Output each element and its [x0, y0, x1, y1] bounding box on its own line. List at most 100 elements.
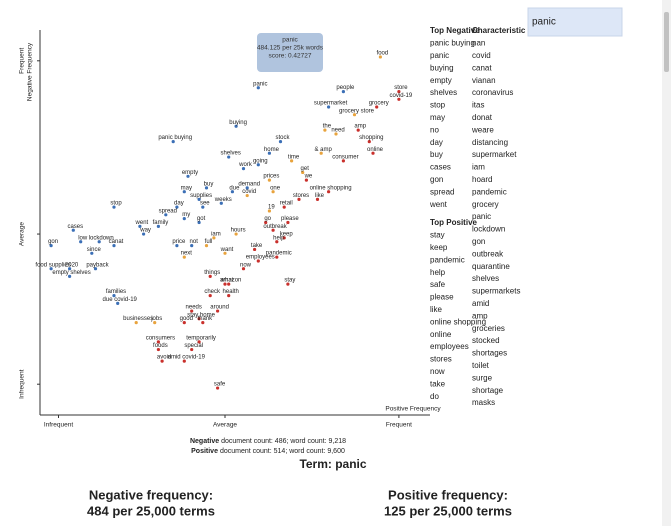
sidebar-term: safe — [430, 280, 446, 289]
point — [356, 128, 360, 132]
point-label: the — [323, 124, 332, 130]
point — [282, 205, 286, 209]
sidebar-term: itas — [472, 101, 484, 110]
point — [397, 90, 401, 94]
point — [112, 294, 116, 298]
negative-text: document count: 486; word count: 9,218 — [221, 438, 346, 445]
point — [156, 224, 160, 228]
tooltip-score: score: 0.42727 — [268, 53, 311, 60]
point — [204, 186, 209, 190]
point — [315, 197, 320, 201]
point-label: empty shelves — [52, 270, 90, 276]
point-label: outbreak — [263, 224, 287, 230]
point-label: panic — [253, 81, 267, 87]
point-label: buy — [204, 181, 214, 187]
sidebar-term: donat — [472, 113, 493, 122]
point — [156, 340, 160, 344]
point-label: consumer — [332, 154, 358, 160]
scrollbar[interactable] — [662, 0, 671, 526]
point — [241, 167, 246, 171]
sidebar-term: employees — [430, 342, 469, 351]
point-label: cases — [67, 224, 83, 230]
sidebar-term: online shopping — [430, 317, 486, 326]
point-label: need — [331, 128, 344, 134]
point — [290, 159, 294, 163]
sidebar-term: supermarkets — [472, 287, 520, 296]
point-label: check — [204, 289, 221, 295]
point-label: price — [172, 239, 186, 245]
sidebar-term: shelves — [472, 274, 499, 283]
positive-label: Positive — [191, 448, 218, 455]
point — [182, 359, 186, 363]
sidebar-term: do — [430, 392, 439, 401]
top-positive-title: Top Positive — [430, 218, 478, 227]
point-label: families — [106, 289, 126, 295]
x-tick-label: Frequent — [386, 422, 412, 429]
point — [378, 55, 382, 59]
point-label: may — [181, 185, 192, 191]
point — [286, 282, 290, 286]
sidebar-term: online — [430, 330, 452, 339]
point — [190, 244, 194, 248]
sidebar-term: quarantine — [472, 262, 510, 271]
point-label: spread — [159, 208, 177, 214]
point — [190, 309, 194, 313]
point-label: stock — [275, 135, 290, 141]
point-label: what — [220, 278, 234, 284]
sidebar-term: stores — [430, 355, 452, 364]
point-label: things — [204, 270, 220, 276]
top-negative-title: Top Negative — [430, 26, 480, 35]
point — [275, 240, 279, 244]
point — [79, 240, 83, 244]
point-label: grocery store — [339, 108, 375, 114]
point-label: gon — [48, 239, 58, 245]
sidebar-term: help — [430, 268, 446, 277]
scrollbar-thumb[interactable] — [664, 12, 669, 72]
point — [267, 178, 271, 182]
point — [112, 244, 116, 248]
sidebar-term: buy — [430, 150, 443, 159]
sidebar-term: canat — [472, 63, 492, 72]
point — [182, 217, 186, 221]
point-label: covid-19 — [390, 93, 413, 99]
point — [245, 186, 249, 190]
point — [71, 228, 75, 232]
point-label: shopping — [359, 135, 383, 141]
tooltip-rate: 484.125 per 25k words — [257, 45, 324, 52]
point-label: due covid-19 — [103, 297, 138, 303]
point-label: due — [229, 185, 240, 191]
point-label: avoid — [157, 355, 171, 361]
point-label: went — [135, 220, 149, 226]
point-label: buying — [229, 120, 247, 126]
sidebar-term: gon — [430, 175, 443, 184]
point-label: special — [184, 343, 203, 349]
point — [97, 240, 101, 244]
point — [275, 255, 279, 259]
search-box[interactable] — [527, 7, 623, 37]
point — [264, 220, 268, 225]
point-label: get — [301, 166, 310, 172]
sidebar-term: coronavirus — [472, 88, 513, 97]
point — [112, 205, 116, 209]
point-label: around — [210, 305, 229, 311]
point — [68, 267, 72, 271]
sidebar-term: gon — [472, 237, 485, 246]
sidebar-term: take — [430, 379, 446, 388]
point — [153, 321, 157, 325]
sidebar-term: pandemic — [472, 187, 507, 196]
sidebar-term: shelves — [430, 88, 457, 97]
point-label: needs — [186, 305, 202, 311]
point-label: people — [336, 85, 355, 91]
point — [186, 174, 190, 178]
point-label: time — [288, 154, 300, 160]
search-text[interactable]: panic — [532, 17, 556, 28]
negative-frequency-value: 484 per 25,000 terms — [87, 503, 215, 518]
positive-frequency-title: Positive frequency: — [388, 487, 508, 502]
point — [297, 197, 301, 201]
point-label: amazon — [220, 278, 241, 284]
point — [352, 113, 357, 117]
point — [230, 190, 234, 194]
point-label: stay — [284, 278, 295, 284]
point-label: lockdown — [89, 235, 114, 241]
point — [241, 267, 246, 271]
